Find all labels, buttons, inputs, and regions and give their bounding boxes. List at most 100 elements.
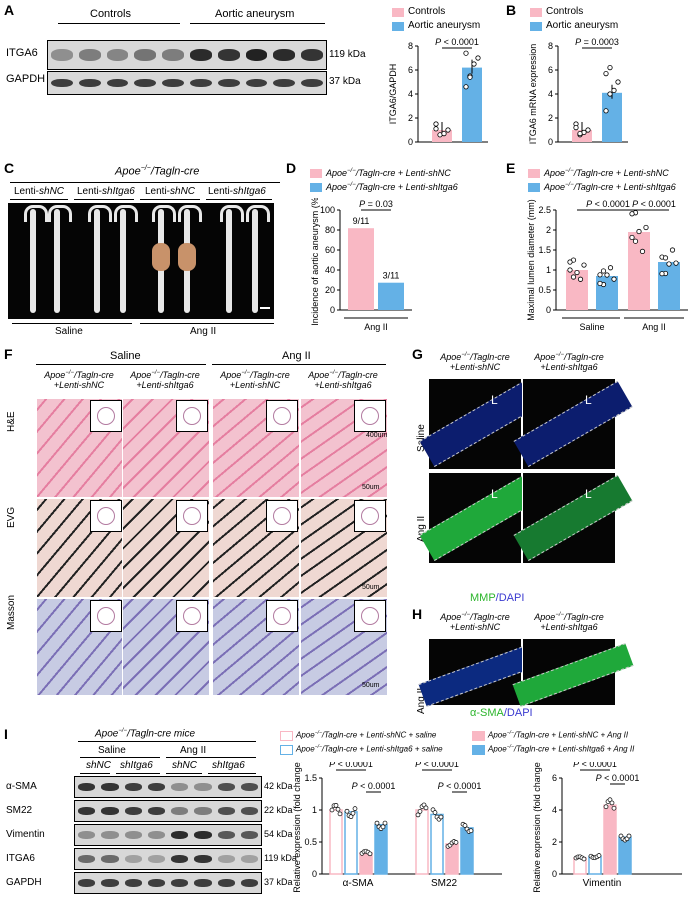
y-tick-label: 8 xyxy=(408,41,413,51)
i-blot xyxy=(74,848,262,870)
aortic-arch xyxy=(88,205,112,222)
band xyxy=(51,78,73,88)
band xyxy=(217,855,235,863)
f-row-evg: EVG xyxy=(6,506,17,528)
y-tick-label: 40 xyxy=(325,265,335,275)
f-col-header: Apoe−/−/Tagln-cre +Lenti-shItga6 xyxy=(130,370,200,390)
data-point xyxy=(567,259,573,265)
data-point xyxy=(603,108,609,114)
histology-inset xyxy=(176,600,208,632)
y-axis-label: ITGA6/GAPDH xyxy=(388,64,398,125)
band xyxy=(78,49,101,61)
sig-label: P < 0.0001 xyxy=(435,37,479,47)
band xyxy=(194,783,212,791)
sig-label: P < 0.0001 xyxy=(596,773,640,783)
i-kda: 37 kDa xyxy=(264,877,293,887)
band xyxy=(101,879,119,887)
band xyxy=(162,78,184,88)
aneurysm xyxy=(152,243,170,271)
bar xyxy=(460,827,474,875)
band xyxy=(194,879,212,887)
data-point xyxy=(615,79,621,85)
band xyxy=(134,49,157,61)
aortic-arch xyxy=(220,205,244,222)
band xyxy=(273,78,296,88)
band xyxy=(124,879,142,887)
i-row-label: α-SMA xyxy=(6,781,37,792)
data-point xyxy=(585,127,591,133)
band xyxy=(78,879,96,887)
band xyxy=(217,831,235,839)
data-point xyxy=(596,853,602,858)
histology-inset xyxy=(266,500,298,532)
a-blot-itga6 xyxy=(47,40,327,70)
a-row-gapdh: GAPDH xyxy=(6,73,46,85)
a-blot-gapdh xyxy=(47,71,327,95)
band xyxy=(217,49,240,61)
band xyxy=(124,783,142,791)
y-tick-label: 20 xyxy=(325,285,335,295)
aorta xyxy=(226,209,232,313)
panel-label-f: F xyxy=(4,346,13,362)
c-label-4: Lenti-shItga6 xyxy=(208,186,266,197)
data-point xyxy=(611,87,617,94)
band xyxy=(78,807,96,815)
data-point xyxy=(600,268,607,274)
data-point xyxy=(673,260,679,266)
c-angii: Ang II xyxy=(190,326,217,337)
data-point xyxy=(607,91,613,97)
panel-label-i: I xyxy=(4,726,8,742)
data-point xyxy=(597,272,603,278)
band xyxy=(147,855,165,863)
data-point xyxy=(577,276,584,282)
band xyxy=(171,807,189,815)
band xyxy=(101,831,119,839)
data-point xyxy=(463,84,469,90)
sig-label: P < 0.0001 xyxy=(573,762,617,769)
legend-swatch-aneurysm-b xyxy=(530,22,542,31)
histology-inset xyxy=(354,600,386,632)
vessel-ring xyxy=(97,607,115,625)
band xyxy=(124,807,142,815)
band xyxy=(106,78,129,88)
bar-label: 9/11 xyxy=(353,216,370,226)
legend-swatch-i xyxy=(472,745,485,755)
vessel-ring xyxy=(183,407,201,425)
band xyxy=(194,807,212,815)
panel-label-c: C xyxy=(4,160,15,176)
bar xyxy=(415,809,429,875)
fluorescence-panel xyxy=(512,638,634,707)
bar xyxy=(374,823,388,875)
legend-swatch-shitga6-d xyxy=(310,183,322,192)
x-label: Ang II xyxy=(642,322,666,332)
chart-a: 0 2 4 6 8 ITGA6/GAPDH P < 0.0001 xyxy=(388,37,488,147)
band xyxy=(78,783,96,791)
data-point xyxy=(632,238,639,244)
y-tick-label: 1.5 xyxy=(538,245,551,255)
panel-label-h: H xyxy=(412,606,423,622)
legend-swatch-shnc-d xyxy=(310,169,322,178)
lumen-label: L xyxy=(491,393,498,407)
band xyxy=(162,49,184,61)
scale-label-400: 400um xyxy=(366,432,388,439)
legend-swatch-i xyxy=(472,731,485,741)
histology-inset xyxy=(90,400,122,432)
h-col-header: Apoe−/−/Tagln-cre +Lenti-shNC xyxy=(440,612,510,632)
data-point xyxy=(604,272,610,278)
bar xyxy=(618,836,632,875)
y-tick-label: 1.5 xyxy=(304,773,317,783)
bar xyxy=(348,228,374,310)
data-point xyxy=(611,276,617,282)
chart-b: 0 2 4 6 8 ITGA6 mRNA expression P = 0.0003 xyxy=(528,37,628,147)
band xyxy=(217,78,240,88)
histology-inset xyxy=(176,400,208,432)
aortic-arch xyxy=(48,205,72,222)
vessel-ring xyxy=(183,507,201,525)
band xyxy=(240,879,258,887)
legend-d-1: Apoe−/−/Tagln-cre + Lenti-shNC xyxy=(326,168,451,178)
fluorescence-panel: L xyxy=(513,472,633,564)
y-axis-label: Maximal lumen diameter (mm) xyxy=(526,199,536,321)
lumen-label: L xyxy=(491,487,498,501)
c-label-3: Lenti-shNC xyxy=(145,186,196,197)
